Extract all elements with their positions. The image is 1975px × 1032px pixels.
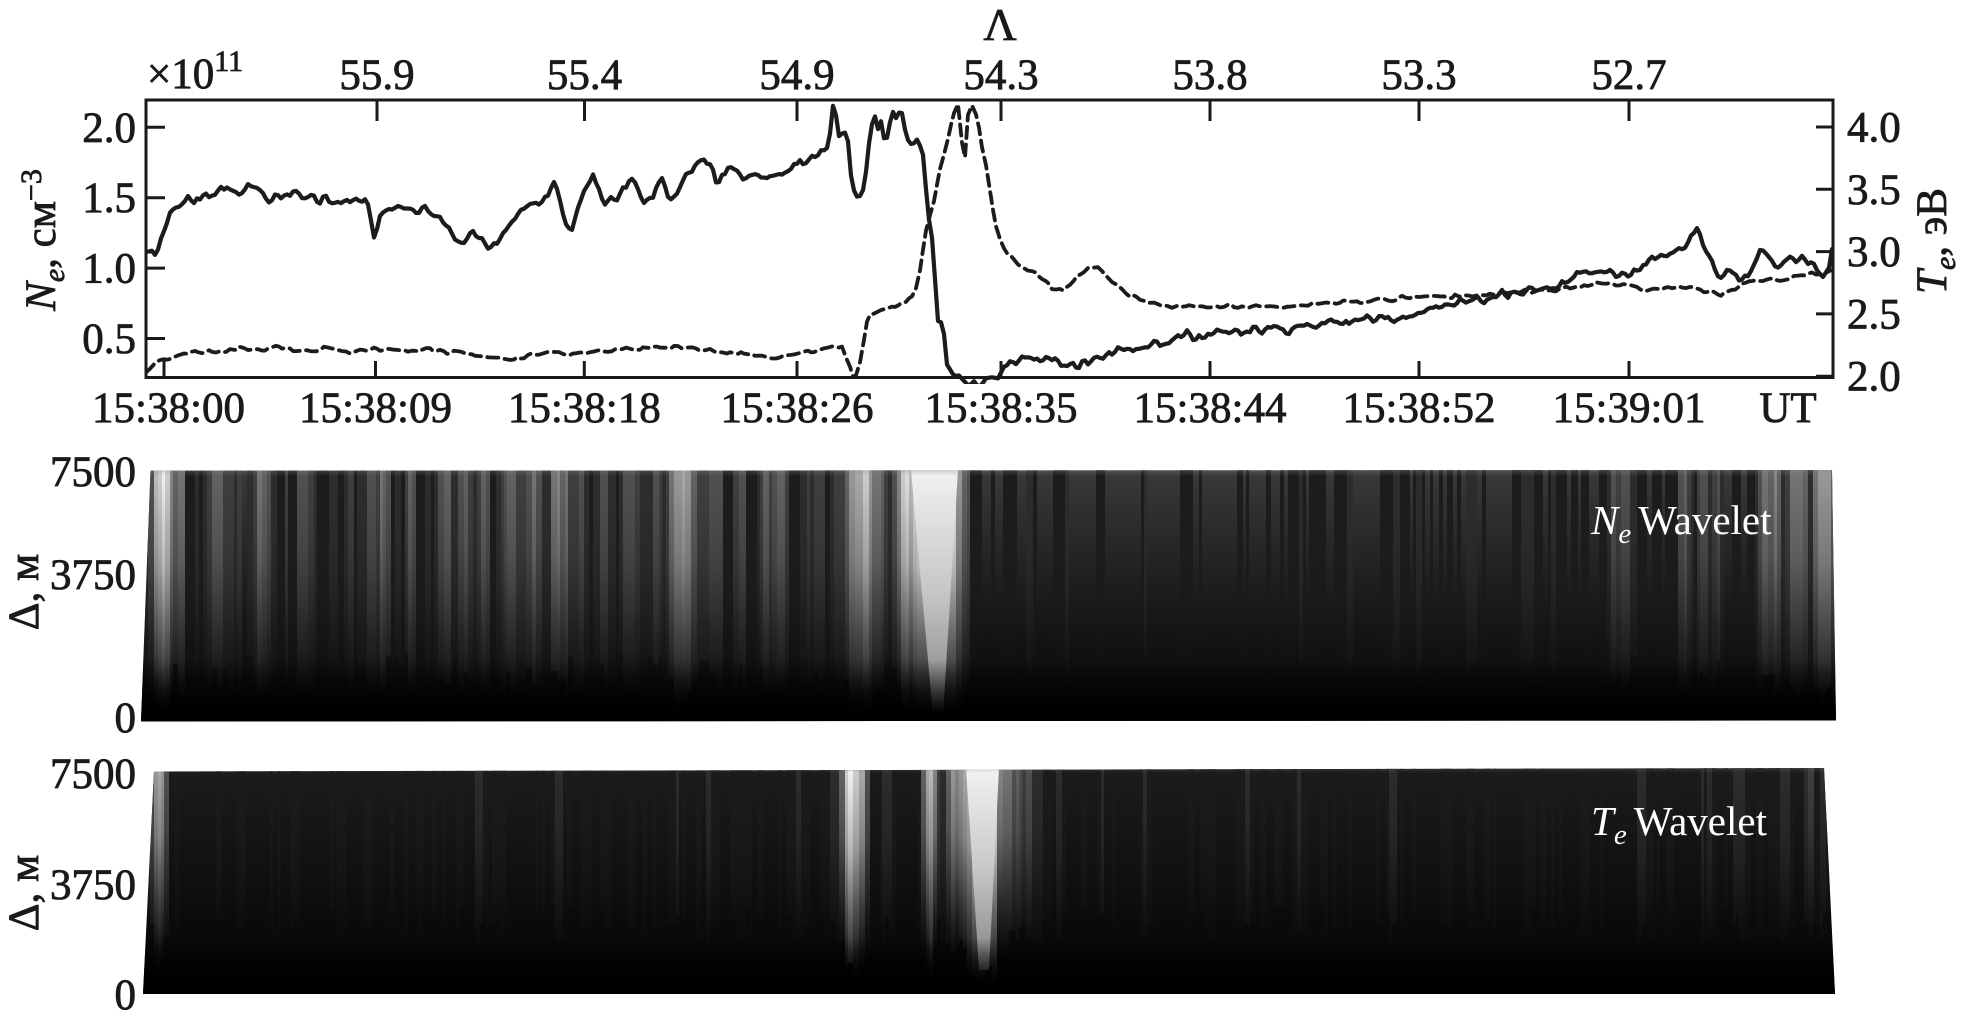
svg-text:2.5: 2.5 bbox=[1847, 291, 1901, 338]
svg-text:3750: 3750 bbox=[50, 552, 136, 599]
svg-text:0.5: 0.5 bbox=[82, 316, 136, 363]
svg-text:3.0: 3.0 bbox=[1847, 229, 1901, 276]
svg-text:0: 0 bbox=[115, 972, 137, 1019]
svg-text:Te, эВ: Te, эВ bbox=[1909, 188, 1962, 294]
svg-text:53.3: 53.3 bbox=[1381, 52, 1456, 99]
svg-text:52.7: 52.7 bbox=[1591, 52, 1666, 99]
svg-text:54.3: 54.3 bbox=[963, 52, 1038, 99]
svg-text:2.0: 2.0 bbox=[1847, 354, 1901, 401]
svg-text:15:38:00: 15:38:00 bbox=[92, 385, 245, 432]
svg-text:15:39:01: 15:39:01 bbox=[1553, 385, 1706, 432]
svg-text:3750: 3750 bbox=[50, 862, 136, 909]
svg-text:UT: UT bbox=[1759, 385, 1816, 432]
svg-text:55.4: 55.4 bbox=[547, 52, 622, 99]
svg-text:0: 0 bbox=[115, 695, 137, 742]
svg-text:15:38:26: 15:38:26 bbox=[721, 385, 874, 432]
svg-text:15:38:52: 15:38:52 bbox=[1343, 385, 1496, 432]
svg-text:3.5: 3.5 bbox=[1847, 167, 1901, 214]
svg-text:1.0: 1.0 bbox=[82, 246, 136, 293]
svg-text:54.9: 54.9 bbox=[759, 52, 834, 99]
svg-text:53.8: 53.8 bbox=[1172, 52, 1247, 99]
svg-text:55.9: 55.9 bbox=[339, 52, 414, 99]
svg-text:4.0: 4.0 bbox=[1847, 105, 1901, 152]
svg-text:Δ, м: Δ, м bbox=[1, 855, 48, 931]
svg-text:15:38:18: 15:38:18 bbox=[508, 385, 661, 432]
svg-text:Ne, см−3: Ne, см−3 bbox=[15, 169, 71, 312]
svg-text:15:38:09: 15:38:09 bbox=[299, 385, 452, 432]
svg-text:Λ: Λ bbox=[983, 0, 1016, 50]
svg-text:7500: 7500 bbox=[50, 751, 136, 798]
svg-text:15:38:35: 15:38:35 bbox=[925, 385, 1078, 432]
svg-text:7500: 7500 bbox=[50, 449, 136, 496]
svg-text:Δ, м: Δ, м bbox=[1, 554, 48, 630]
svg-text:1.5: 1.5 bbox=[82, 175, 136, 222]
svg-text:×1011: ×1011 bbox=[147, 45, 243, 98]
svg-text:15:38:44: 15:38:44 bbox=[1134, 385, 1287, 432]
svg-text:2.0: 2.0 bbox=[82, 105, 136, 152]
